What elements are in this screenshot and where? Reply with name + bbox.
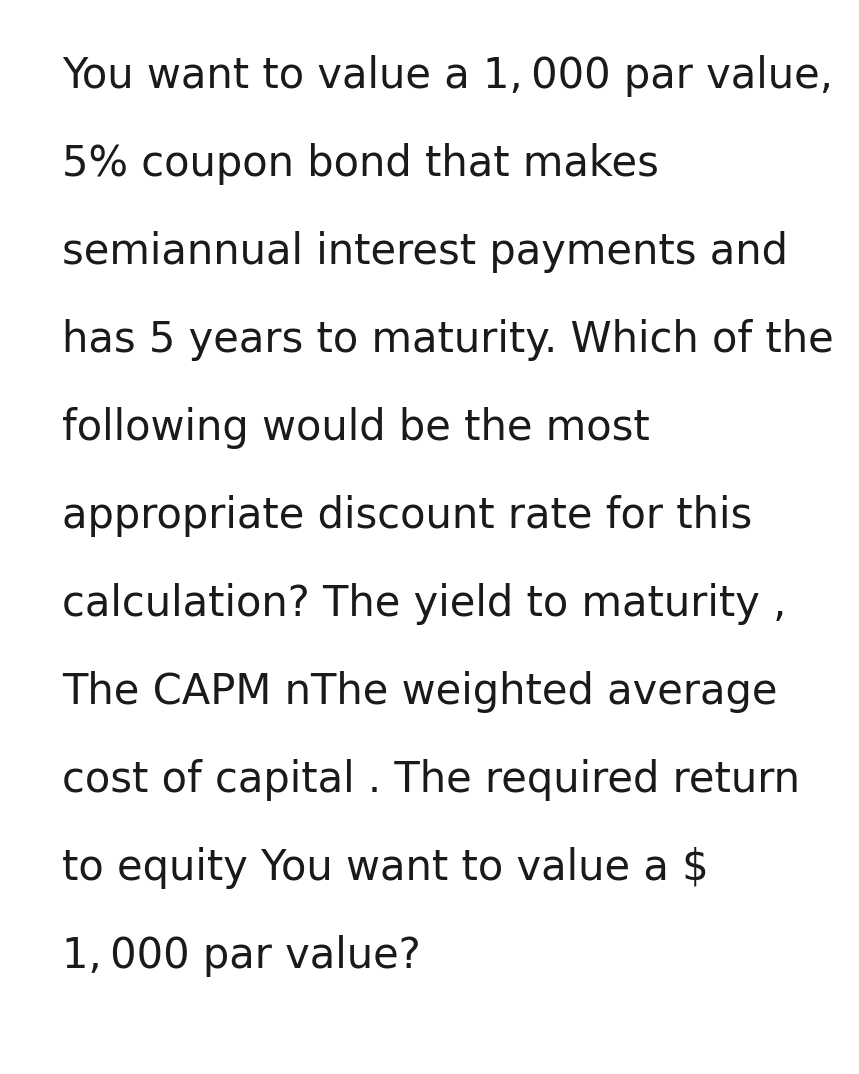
Text: has 5 years to maturity. Which of the: has 5 years to maturity. Which of the	[62, 319, 834, 361]
Text: following would be the most: following would be the most	[62, 407, 649, 449]
Text: You want to value a 1, 000 par value,: You want to value a 1, 000 par value,	[62, 55, 833, 97]
Text: The CAPM nThe weighted average: The CAPM nThe weighted average	[62, 671, 777, 713]
Text: to equity You want to value a $: to equity You want to value a $	[62, 847, 709, 889]
Text: cost of capital . The required return: cost of capital . The required return	[62, 759, 800, 801]
Text: 5% coupon bond that makes: 5% coupon bond that makes	[62, 143, 659, 185]
Text: 1, 000 par value?: 1, 000 par value?	[62, 935, 421, 977]
Text: appropriate discount rate for this: appropriate discount rate for this	[62, 495, 752, 537]
Text: semiannual interest payments and: semiannual interest payments and	[62, 231, 788, 273]
Text: calculation? The yield to maturity ,: calculation? The yield to maturity ,	[62, 583, 786, 625]
